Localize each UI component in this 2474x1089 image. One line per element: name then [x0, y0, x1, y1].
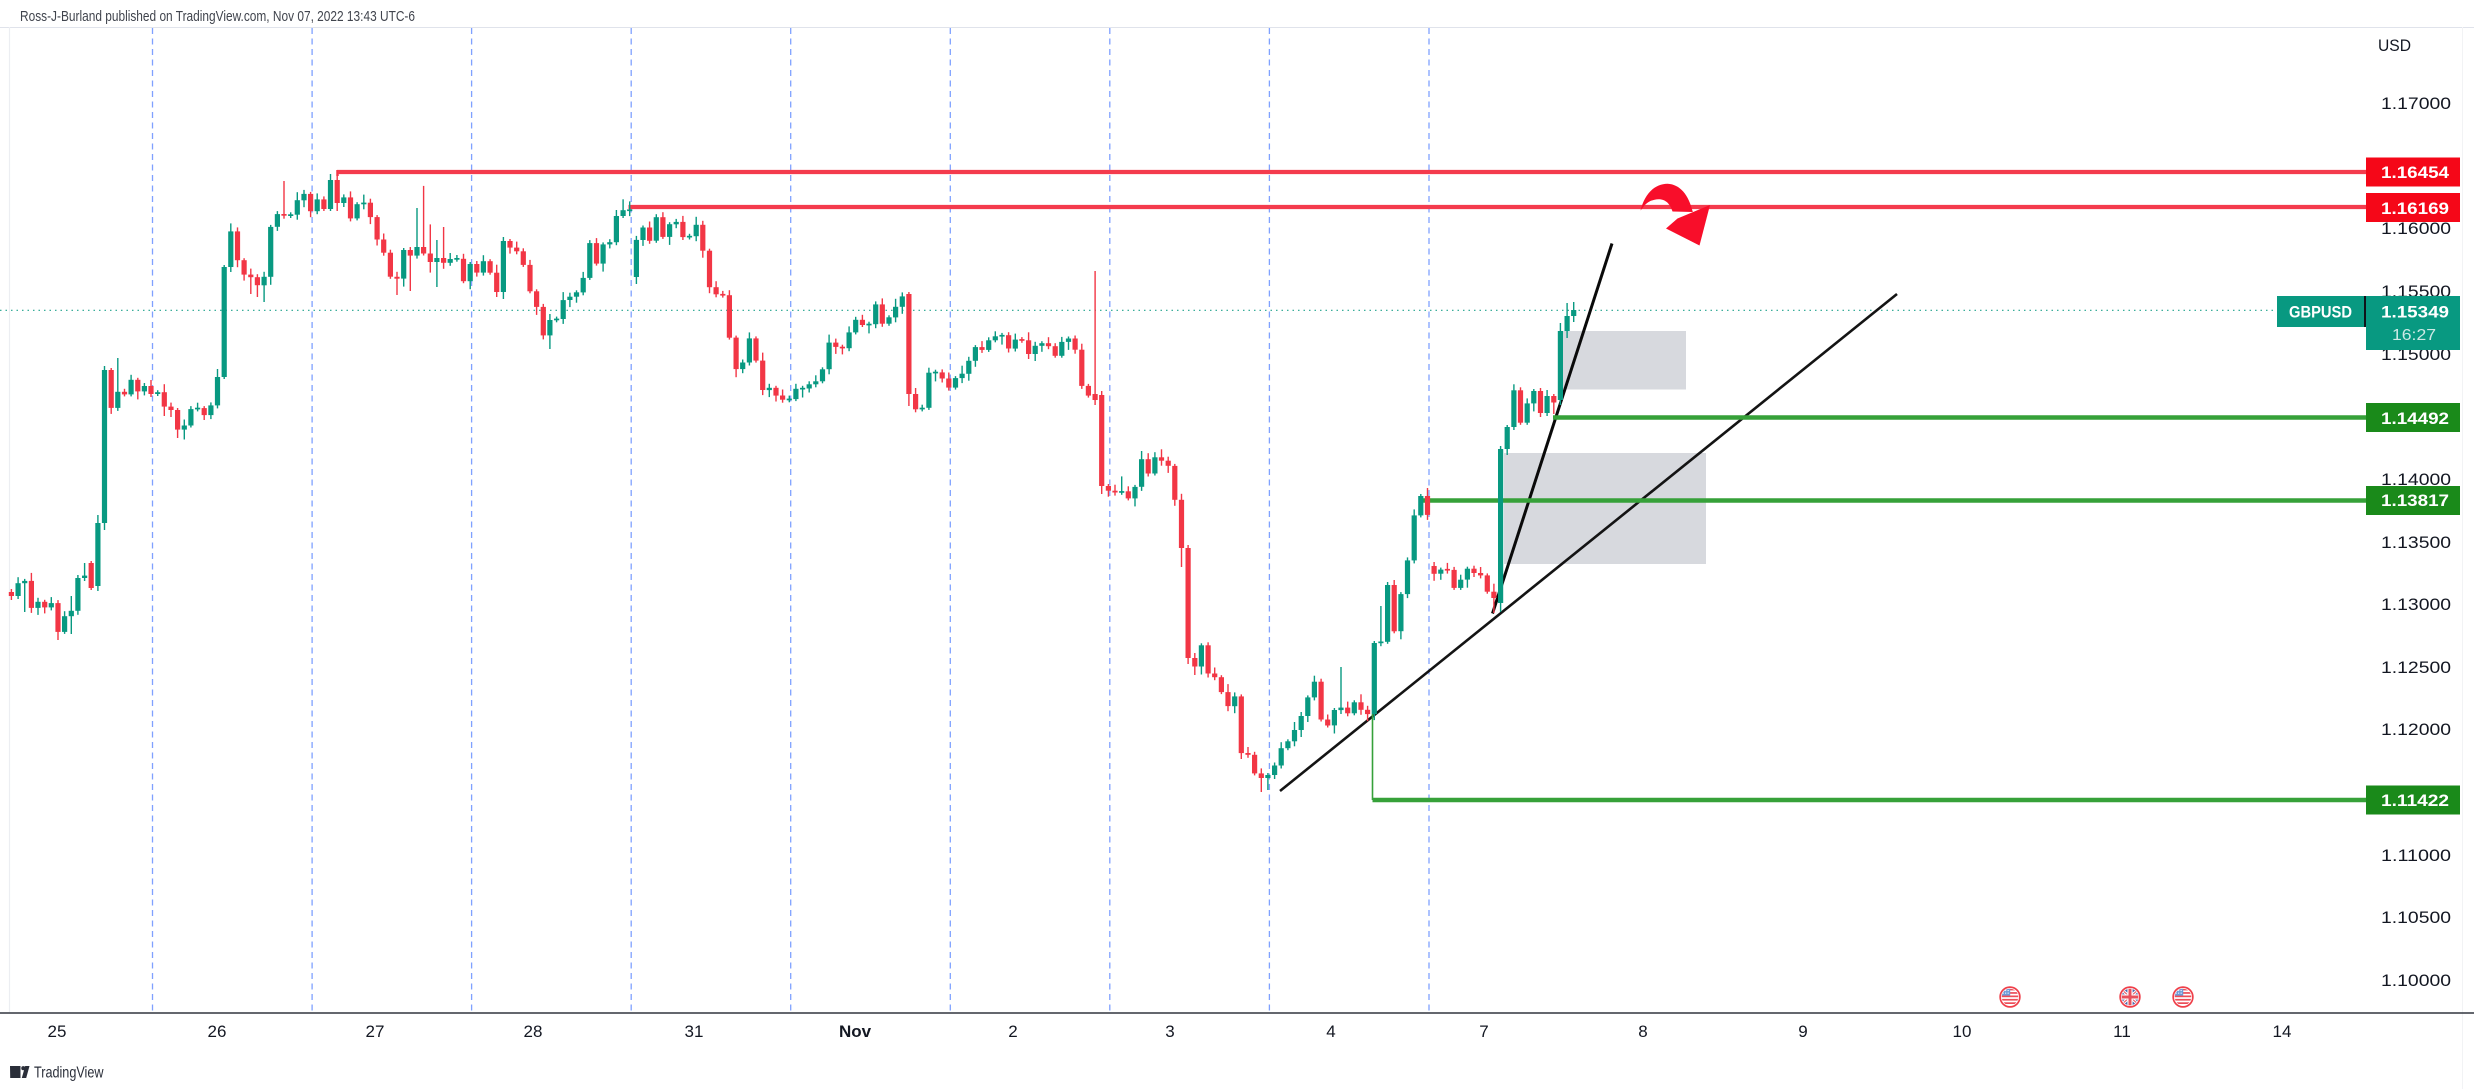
- svg-text:25: 25: [48, 1022, 67, 1041]
- svg-text:2: 2: [1008, 1022, 1017, 1041]
- svg-text:1.14000: 1.14000: [2381, 470, 2451, 489]
- svg-text:8: 8: [1638, 1022, 1647, 1041]
- svg-text:9: 9: [1798, 1022, 1807, 1041]
- svg-text:14: 14: [2273, 1022, 2292, 1041]
- svg-text:1.11000: 1.11000: [2381, 846, 2451, 865]
- svg-text:1.13500: 1.13500: [2381, 533, 2451, 552]
- svg-text:1.17000: 1.17000: [2381, 94, 2451, 113]
- svg-text:16:27: 16:27: [2392, 327, 2436, 344]
- svg-text:7: 7: [1479, 1022, 1488, 1041]
- svg-text:28: 28: [524, 1022, 543, 1041]
- svg-text:TradingView: TradingView: [34, 1065, 104, 1082]
- svg-text:31: 31: [685, 1022, 704, 1041]
- svg-text:1.13817: 1.13817: [2381, 491, 2449, 510]
- svg-text:1.16454: 1.16454: [2381, 163, 2450, 182]
- svg-text:26: 26: [208, 1022, 227, 1041]
- svg-text:1.16000: 1.16000: [2381, 219, 2451, 238]
- svg-text:3: 3: [1165, 1022, 1174, 1041]
- svg-text:GBPUSD: GBPUSD: [2289, 303, 2352, 322]
- svg-text:1.13000: 1.13000: [2381, 595, 2451, 614]
- svg-text:1.12500: 1.12500: [2381, 658, 2451, 677]
- svg-text:10: 10: [1953, 1022, 1972, 1041]
- svg-text:1.10500: 1.10500: [2381, 908, 2451, 927]
- svg-text:27: 27: [366, 1022, 385, 1041]
- svg-text:1.15349: 1.15349: [2381, 303, 2449, 322]
- svg-text:1.10000: 1.10000: [2381, 971, 2451, 990]
- svg-text:1.14492: 1.14492: [2381, 409, 2449, 428]
- svg-text:USD: USD: [2378, 36, 2411, 55]
- svg-text:Ross-J-Burland published on Tr: Ross-J-Burland published on TradingView.…: [20, 8, 415, 25]
- svg-text:11: 11: [2113, 1022, 2131, 1041]
- svg-text:1.16169: 1.16169: [2381, 199, 2449, 218]
- svg-text:4: 4: [1326, 1022, 1335, 1041]
- svg-text:1.12000: 1.12000: [2381, 720, 2451, 739]
- svg-text:Nov: Nov: [839, 1022, 872, 1041]
- svg-text:1.11422: 1.11422: [2381, 791, 2449, 810]
